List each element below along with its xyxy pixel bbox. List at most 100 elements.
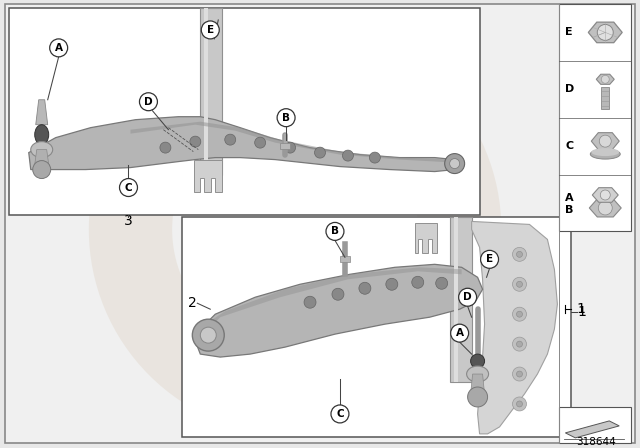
Circle shape bbox=[342, 150, 353, 161]
Bar bbox=[340, 256, 350, 263]
Circle shape bbox=[359, 282, 371, 294]
Bar bbox=[450, 217, 472, 382]
Polygon shape bbox=[470, 374, 484, 394]
Ellipse shape bbox=[590, 149, 620, 159]
Circle shape bbox=[369, 152, 380, 163]
Circle shape bbox=[599, 135, 611, 147]
Polygon shape bbox=[588, 22, 622, 43]
Polygon shape bbox=[35, 150, 49, 164]
Circle shape bbox=[451, 324, 468, 342]
Circle shape bbox=[516, 251, 522, 257]
Ellipse shape bbox=[31, 142, 52, 158]
Polygon shape bbox=[195, 159, 222, 191]
Polygon shape bbox=[29, 116, 461, 172]
Circle shape bbox=[277, 109, 295, 127]
Text: E: E bbox=[565, 27, 573, 38]
Text: 3: 3 bbox=[124, 215, 133, 228]
Circle shape bbox=[200, 327, 216, 343]
Circle shape bbox=[255, 137, 266, 148]
Circle shape bbox=[513, 397, 527, 411]
Text: A: A bbox=[54, 43, 63, 53]
Circle shape bbox=[513, 307, 527, 321]
Polygon shape bbox=[591, 133, 620, 150]
Circle shape bbox=[225, 134, 236, 145]
Circle shape bbox=[598, 201, 612, 215]
Text: 318644: 318644 bbox=[577, 437, 616, 447]
Circle shape bbox=[513, 337, 527, 351]
Circle shape bbox=[120, 179, 138, 197]
Circle shape bbox=[140, 93, 157, 111]
Circle shape bbox=[202, 21, 220, 39]
Circle shape bbox=[481, 250, 499, 268]
Circle shape bbox=[193, 319, 224, 351]
Polygon shape bbox=[589, 199, 621, 217]
Bar bbox=[559, 4, 631, 232]
Text: 1: 1 bbox=[578, 305, 587, 319]
Bar bbox=[280, 142, 290, 149]
Circle shape bbox=[304, 296, 316, 308]
Polygon shape bbox=[592, 188, 618, 202]
Circle shape bbox=[190, 136, 201, 147]
Text: B: B bbox=[331, 226, 339, 237]
Circle shape bbox=[459, 288, 477, 306]
Ellipse shape bbox=[467, 366, 488, 382]
Circle shape bbox=[436, 277, 447, 289]
Text: A: A bbox=[456, 328, 463, 338]
Circle shape bbox=[513, 367, 527, 381]
Text: C: C bbox=[336, 409, 344, 419]
Ellipse shape bbox=[470, 354, 484, 368]
Circle shape bbox=[516, 281, 522, 287]
Polygon shape bbox=[472, 221, 557, 434]
Bar bbox=[601, 87, 609, 109]
Circle shape bbox=[516, 341, 522, 347]
Circle shape bbox=[326, 222, 344, 241]
Ellipse shape bbox=[591, 148, 620, 156]
Circle shape bbox=[331, 405, 349, 423]
Bar bbox=[182, 217, 572, 437]
Circle shape bbox=[412, 276, 424, 288]
Bar bbox=[454, 217, 458, 382]
Bar bbox=[9, 8, 479, 215]
Polygon shape bbox=[415, 224, 436, 254]
Circle shape bbox=[33, 160, 51, 179]
Polygon shape bbox=[565, 421, 620, 438]
Text: 1: 1 bbox=[577, 302, 586, 316]
Text: D: D bbox=[565, 84, 575, 94]
Bar bbox=[204, 8, 208, 175]
Circle shape bbox=[386, 278, 398, 290]
Text: B: B bbox=[282, 113, 290, 123]
Polygon shape bbox=[195, 264, 483, 357]
Circle shape bbox=[516, 311, 522, 317]
Ellipse shape bbox=[35, 125, 49, 145]
Circle shape bbox=[516, 371, 522, 377]
Text: B: B bbox=[565, 205, 573, 215]
Text: D: D bbox=[144, 97, 153, 107]
Circle shape bbox=[513, 247, 527, 261]
Bar bbox=[200, 8, 222, 175]
Circle shape bbox=[445, 154, 465, 173]
Circle shape bbox=[450, 159, 460, 168]
Circle shape bbox=[332, 288, 344, 300]
Circle shape bbox=[160, 142, 171, 153]
Circle shape bbox=[468, 387, 488, 407]
Text: D: D bbox=[463, 292, 472, 302]
Circle shape bbox=[597, 25, 613, 40]
Polygon shape bbox=[208, 267, 461, 327]
Circle shape bbox=[513, 277, 527, 291]
Text: E: E bbox=[486, 254, 493, 264]
Circle shape bbox=[601, 75, 609, 83]
Circle shape bbox=[285, 142, 296, 153]
Circle shape bbox=[50, 39, 68, 57]
Circle shape bbox=[516, 401, 522, 407]
Circle shape bbox=[600, 190, 611, 200]
Bar bbox=[559, 237, 631, 413]
Text: 2: 2 bbox=[188, 296, 196, 310]
Polygon shape bbox=[131, 122, 454, 163]
Text: E: E bbox=[207, 25, 214, 35]
Text: A: A bbox=[565, 193, 574, 203]
Bar bbox=[559, 407, 631, 443]
Polygon shape bbox=[596, 74, 614, 84]
Polygon shape bbox=[36, 100, 48, 125]
Circle shape bbox=[314, 147, 326, 158]
Text: C: C bbox=[125, 182, 132, 193]
